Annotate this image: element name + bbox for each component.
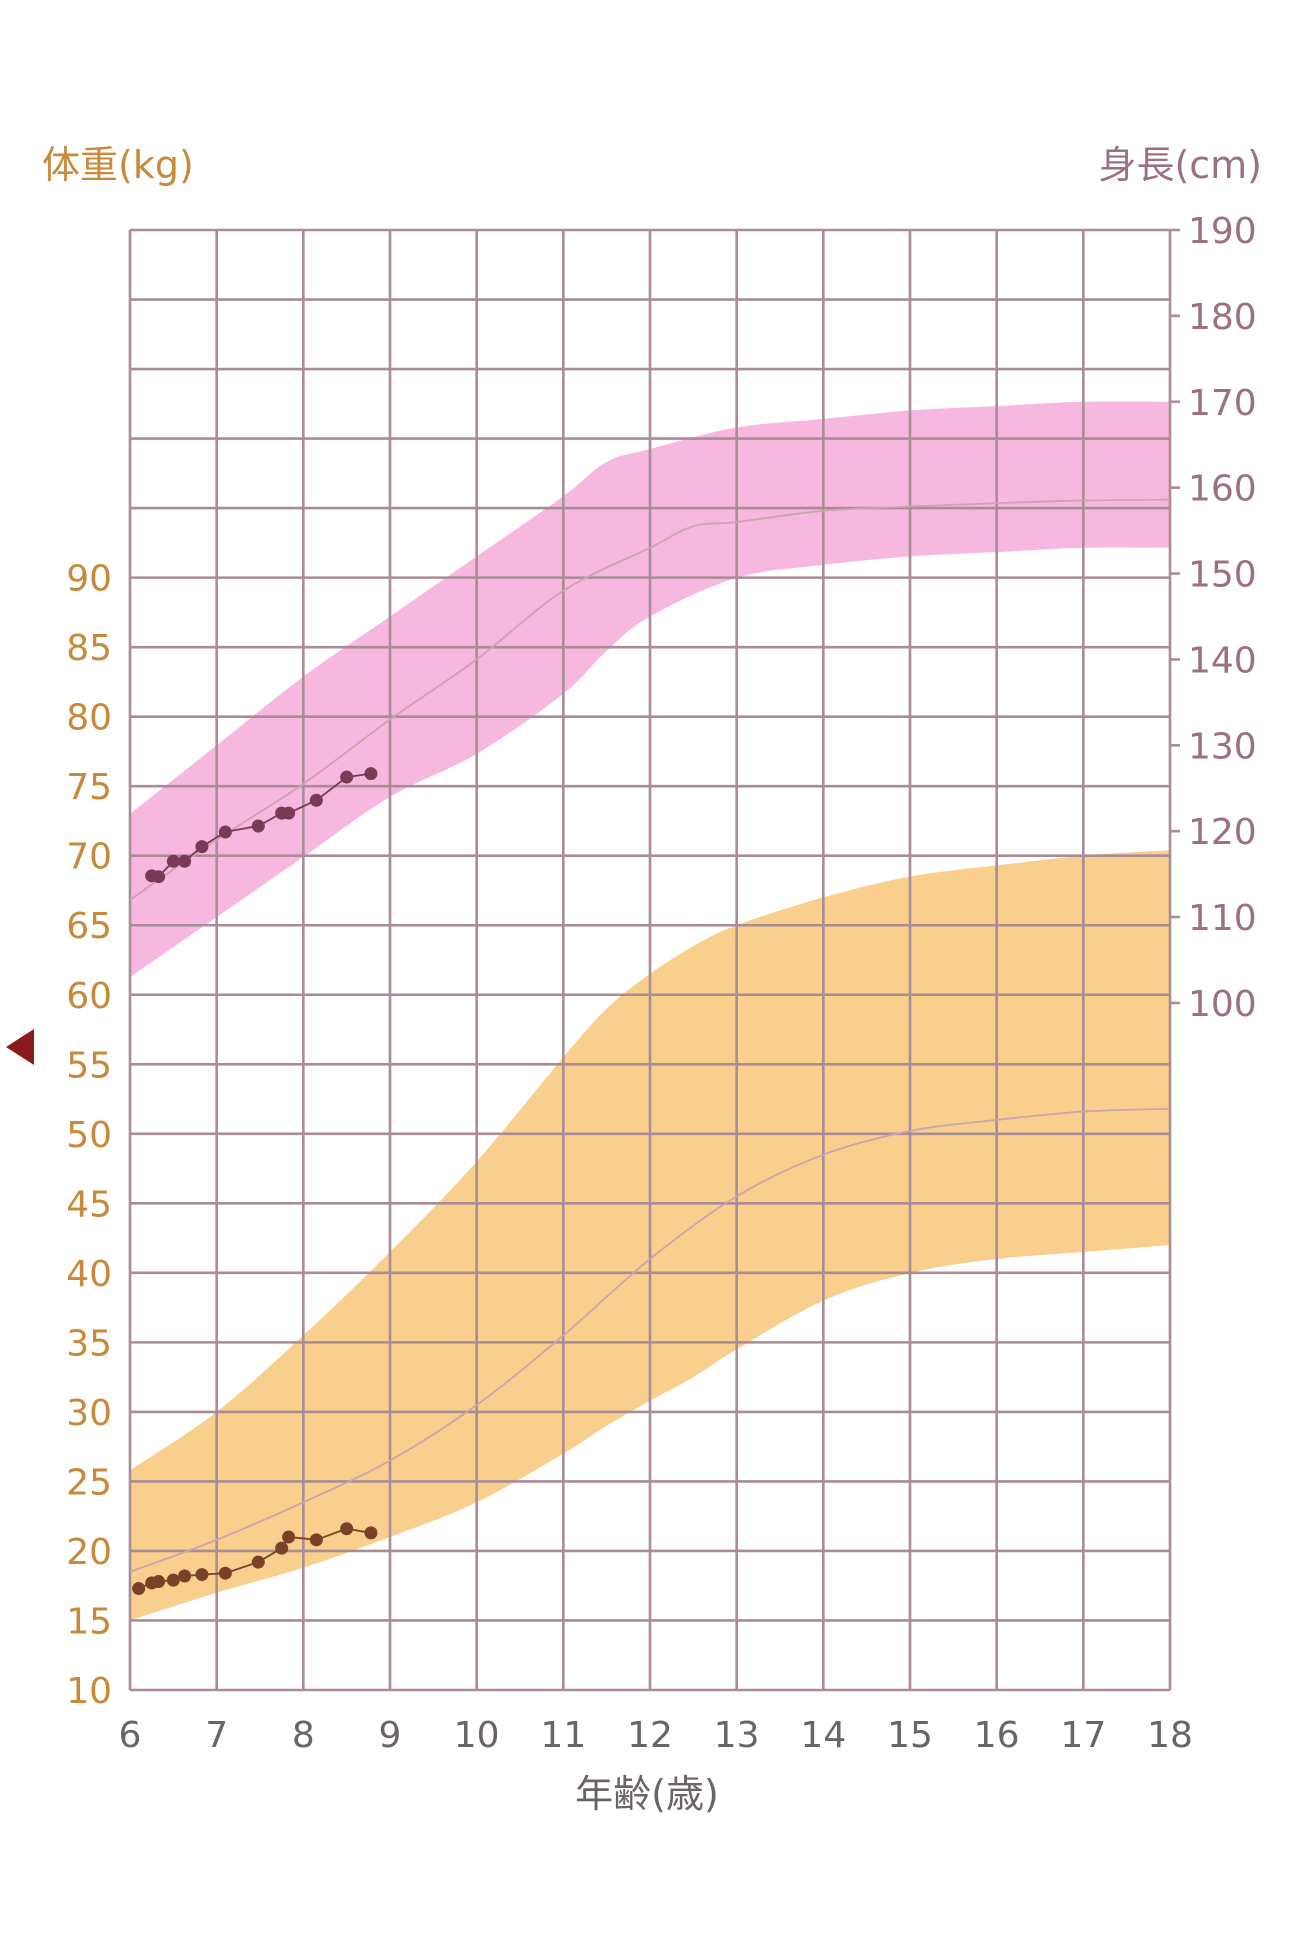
height_measured-point: [166, 854, 180, 868]
tick-labels-layer: 10 15 20 25 30 35 40 45 50 55 60 65 70 75 80 85 90 100 110…: [66, 211, 1257, 1756]
weight-tick-label: 60: [66, 976, 112, 1017]
weight_measured-point: [218, 1566, 232, 1580]
weight_measured-point: [275, 1541, 289, 1555]
weight-tick-label: 40: [66, 1254, 112, 1295]
height-tick-label: 150: [1188, 555, 1257, 596]
height_measured-point: [282, 806, 296, 820]
grid-layer: [128, 228, 1180, 1692]
age-tick-label: 8: [292, 1715, 315, 1756]
age-tick-label: 15: [887, 1715, 933, 1756]
weight-tick-label: 30: [66, 1393, 112, 1434]
weight-tick-label: 80: [66, 698, 112, 739]
weight-tick-label: 15: [66, 1601, 112, 1642]
height_measured-point: [309, 793, 323, 807]
weight_measured-point: [340, 1522, 354, 1536]
height-tick-label: 190: [1188, 211, 1257, 252]
median-lines-layer: [129, 498, 1171, 1573]
weight-tick-label: 10: [66, 1671, 112, 1712]
age-tick-label: 14: [800, 1715, 846, 1756]
current-weight-marker-icon: [6, 1029, 34, 1065]
weight_measured-point: [152, 1575, 166, 1589]
weight-tick-label: 55: [66, 1045, 112, 1086]
weight_median-line: [129, 1107, 1171, 1573]
weight-tick-label: 20: [66, 1532, 112, 1573]
height_measured-point: [251, 819, 265, 833]
weight-tick-label: 50: [66, 1115, 112, 1156]
weight_measured-point: [178, 1569, 192, 1583]
height-tick-label: 160: [1188, 469, 1257, 510]
weight-tick-label: 35: [66, 1323, 112, 1364]
weight_measured-point: [166, 1573, 180, 1587]
weight-tick-label: 25: [66, 1462, 112, 1503]
data-points-layer: [132, 767, 378, 1595]
age-tick-label: 13: [714, 1715, 760, 1756]
weight-tick-label: 90: [66, 559, 112, 600]
height-tick-label: 140: [1188, 640, 1257, 681]
x-axis-title: 年齢(歳): [575, 1772, 719, 1816]
height-tick-label: 120: [1188, 812, 1257, 853]
height-tick-label: 110: [1188, 898, 1257, 939]
weight_measured-point: [282, 1530, 296, 1544]
weight_measured-point: [132, 1581, 146, 1595]
height-tick-label: 180: [1188, 297, 1257, 338]
weight-tick-label: 45: [66, 1184, 112, 1225]
height_measured-point: [195, 840, 209, 854]
age-tick-label: 17: [1060, 1715, 1106, 1756]
height_measured-point: [218, 825, 232, 839]
height_measured-point: [364, 767, 378, 781]
weight_measured-point: [309, 1533, 323, 1547]
weight_measured-point: [195, 1568, 209, 1582]
age-tick-label: 16: [974, 1715, 1020, 1756]
weight_measured-point: [364, 1526, 378, 1540]
age-tick-label: 11: [540, 1715, 586, 1756]
age-tick-label: 9: [379, 1715, 402, 1756]
height-tick-label: 170: [1188, 383, 1257, 424]
height_measured-point: [152, 870, 166, 884]
height-tick-label: 130: [1188, 726, 1257, 767]
age-tick-label: 18: [1147, 1715, 1193, 1756]
weight-axis-title: 体重(kg): [42, 143, 194, 187]
weight-tick-label: 85: [66, 628, 112, 669]
height-axis-title: 身長(cm): [1098, 143, 1262, 187]
age-tick-label: 6: [119, 1715, 142, 1756]
weight-tick-label: 75: [66, 767, 112, 808]
weight-tick-label: 70: [66, 837, 112, 878]
height_measured-point: [178, 854, 192, 868]
age-tick-label: 12: [627, 1715, 673, 1756]
age-tick-label: 7: [205, 1715, 228, 1756]
weight-tick-label: 65: [66, 906, 112, 947]
height-tick-label: 100: [1188, 984, 1257, 1025]
height_median-line: [129, 498, 1171, 901]
height_measured-point: [340, 770, 354, 784]
weight_measured-point: [251, 1555, 265, 1569]
age-tick-label: 10: [454, 1715, 500, 1756]
